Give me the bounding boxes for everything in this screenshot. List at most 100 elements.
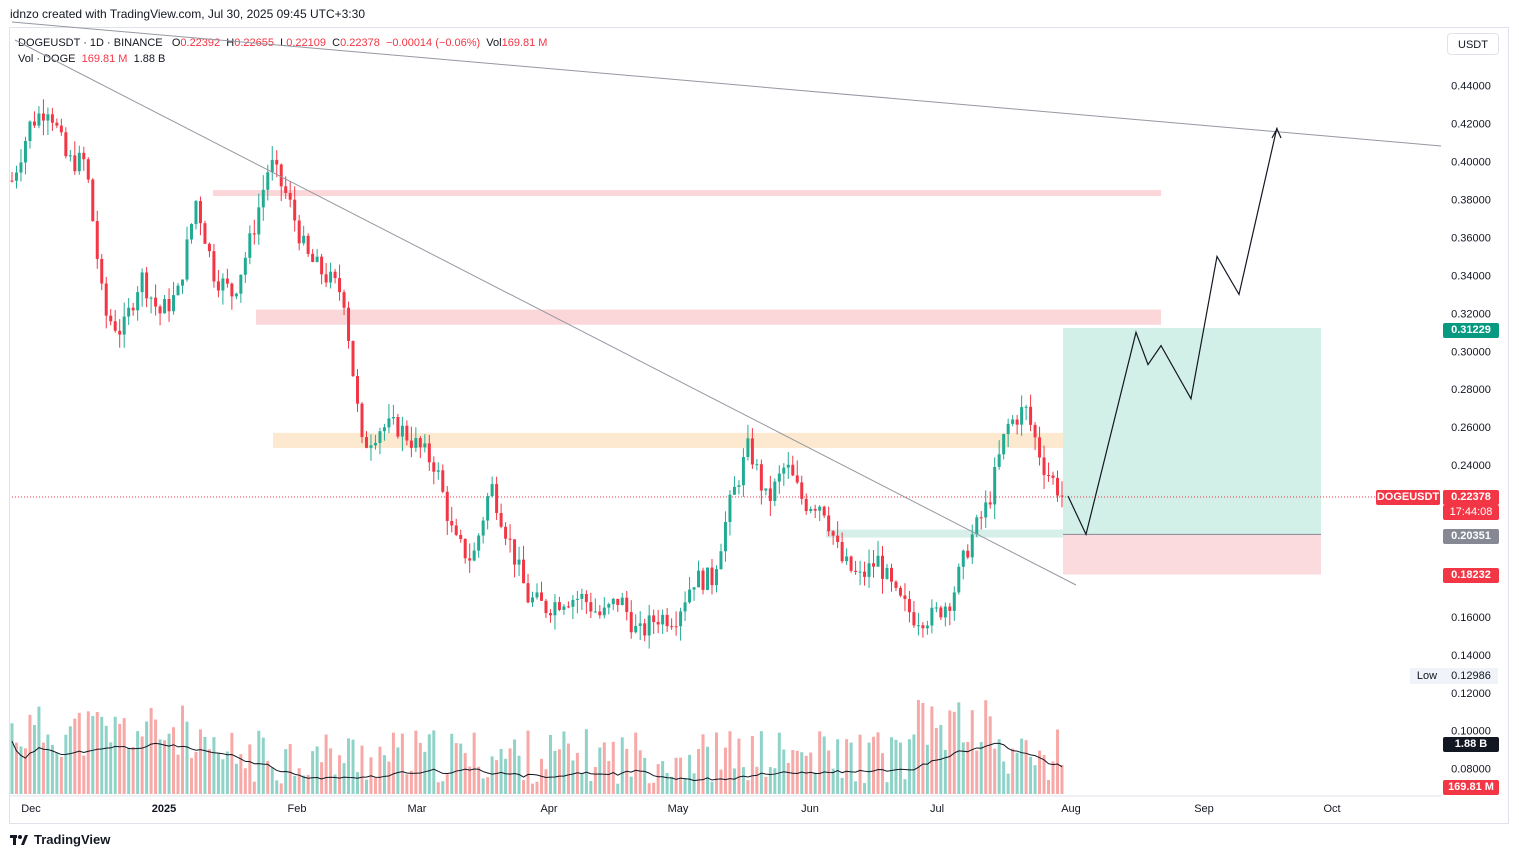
volume-bar [513, 739, 517, 794]
candle-body [28, 121, 32, 142]
candle-body [373, 443, 377, 446]
candle-body [490, 484, 494, 497]
price-tick: 0.28000 [1451, 384, 1491, 396]
candle-body [163, 298, 167, 314]
candle-body [804, 498, 808, 512]
volume-bar [1002, 761, 1006, 794]
candle-body [782, 467, 786, 474]
candle-body [127, 307, 131, 317]
volume-bar [795, 750, 799, 794]
candle-body [993, 466, 997, 505]
volume-bar [616, 783, 620, 794]
volume-bar [1029, 756, 1033, 794]
current-price-tag: 0.22378 [1443, 490, 1499, 505]
candle-body [198, 201, 202, 224]
volume-bar [261, 737, 265, 794]
candle-body [697, 570, 701, 588]
volume-bar [333, 774, 337, 794]
candle-body [593, 611, 597, 613]
candle-body [939, 607, 943, 618]
candle-body [907, 599, 911, 613]
candle-body [607, 604, 611, 608]
countdown-tag: 17:44:08 [1443, 505, 1499, 520]
chart-legend: DOGEUSDT · 1D · BINANCE O0.22392 H0.2265… [18, 35, 547, 67]
candle-body [1029, 406, 1033, 425]
volume-bar [216, 752, 220, 794]
candle-body [181, 279, 185, 286]
candle-body [571, 599, 575, 607]
volume-bar [620, 737, 624, 794]
candle-body [1033, 424, 1037, 438]
candle-body [539, 592, 543, 601]
candle-body [382, 427, 386, 432]
volume-bar [239, 754, 243, 794]
candle-body [876, 555, 880, 567]
candle-body [845, 556, 849, 562]
volume-bar [961, 742, 965, 794]
candle-body [270, 159, 274, 173]
volume-bar [1042, 755, 1046, 794]
volume-bar [10, 723, 14, 794]
candle-body [19, 162, 23, 173]
candle-body [665, 614, 669, 627]
volume-bar [1038, 750, 1042, 794]
candle-body [732, 486, 736, 495]
volume-bar [697, 749, 701, 794]
candle-body [750, 438, 754, 465]
candle-body [912, 612, 916, 626]
candle-body [239, 274, 243, 294]
volume-bar [791, 750, 795, 794]
currency-button[interactable]: USDT [1447, 33, 1499, 55]
volume-bar [468, 766, 472, 794]
volume-bar [288, 744, 292, 794]
volume-bar [459, 743, 463, 794]
candle-body [46, 114, 50, 121]
volume-bar [580, 773, 584, 794]
volume-bar [858, 734, 862, 794]
legend-vol2-label[interactable]: Vol · DOGE [18, 53, 76, 65]
volume-bar [634, 732, 638, 794]
time-tick: Feb [288, 803, 307, 815]
volume-bar [356, 772, 360, 794]
volume-bar [750, 736, 754, 794]
price-tick: 0.42000 [1451, 119, 1491, 131]
volume-bar [19, 746, 23, 794]
candle-body [320, 256, 324, 275]
candle-body [831, 531, 835, 536]
candle-body [216, 281, 220, 291]
volume-bar [548, 734, 552, 794]
candle-body [957, 566, 961, 593]
legend-symbol[interactable]: DOGEUSDT · 1D · BINANCE [18, 37, 163, 49]
volume-bar [934, 727, 938, 794]
candle-body [136, 292, 140, 311]
volume-bar [167, 733, 171, 794]
candle-body [432, 462, 436, 472]
volume-bar [145, 721, 149, 794]
volume-bar [391, 732, 395, 794]
candle-body [364, 437, 368, 448]
volume-bar [894, 739, 898, 794]
volume-bar [800, 752, 804, 794]
candle-body [611, 598, 615, 605]
tradingview-logo[interactable]: TradingView [10, 832, 110, 847]
candle-body [759, 464, 763, 491]
candle-body [652, 615, 656, 622]
candle-body [10, 180, 14, 182]
volume-bar [427, 734, 431, 794]
candle-body [387, 418, 391, 428]
candle-body [979, 517, 983, 519]
candle-body [140, 272, 144, 293]
candle-body [333, 271, 337, 279]
volume-bar [885, 782, 889, 794]
volume-bar [441, 781, 445, 794]
volume-bar [921, 703, 925, 794]
volume-bar [414, 730, 418, 794]
candle-body [243, 257, 247, 275]
legend-vol2-b: 1.88 B [133, 53, 166, 65]
volume-bar [46, 734, 50, 794]
volume-bar [243, 768, 247, 794]
volume-bar [360, 745, 364, 794]
candle-body [315, 256, 319, 262]
volume-bar [984, 700, 988, 794]
